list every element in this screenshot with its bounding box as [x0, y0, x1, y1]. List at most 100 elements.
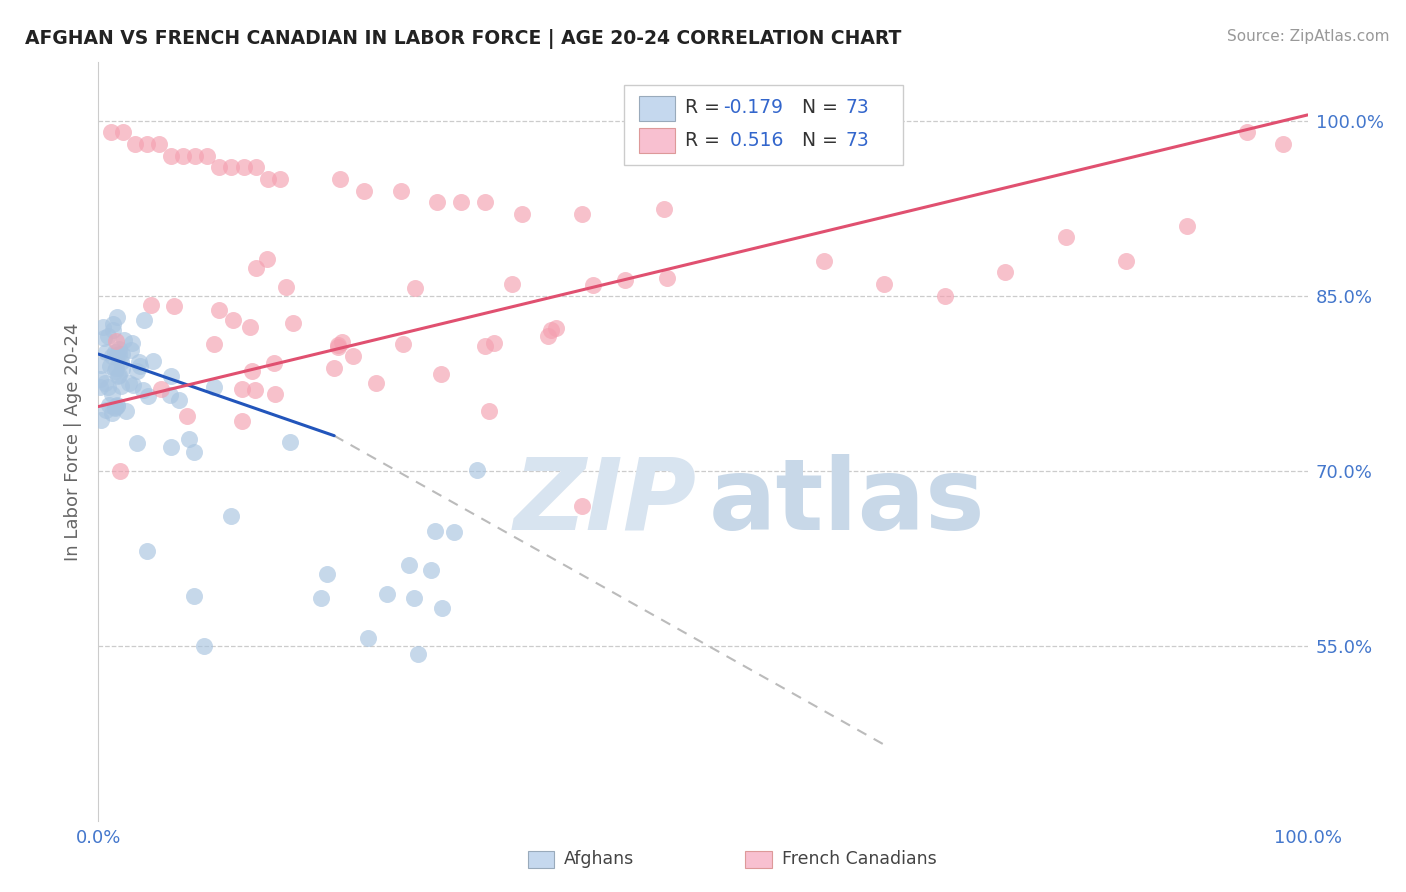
- Point: [172, 149, 194, 163]
- Point: [389, 184, 412, 198]
- Point: [127, 364, 149, 378]
- Text: AFGHAN VS FRENCH CANADIAN IN LABOR FORCE | AGE 20-24 CORRELATION CHART: AFGHAN VS FRENCH CANADIAN IN LABOR FORCE…: [25, 29, 901, 48]
- Point: [430, 367, 453, 381]
- Bar: [527, 851, 554, 868]
- Point: [353, 184, 375, 198]
- Point: [450, 195, 472, 210]
- Point: [398, 558, 420, 572]
- Text: ZIP: ZIP: [515, 454, 697, 550]
- Point: [474, 339, 496, 353]
- Point: [120, 343, 142, 357]
- Text: R =: R =: [685, 131, 725, 150]
- Point: [311, 591, 333, 606]
- Point: [135, 544, 157, 558]
- Point: [420, 562, 443, 576]
- Point: [105, 334, 128, 349]
- Point: [93, 331, 115, 345]
- Point: [160, 369, 183, 384]
- Point: [177, 432, 200, 446]
- Point: [135, 137, 157, 152]
- Point: [115, 404, 138, 418]
- Point: [134, 313, 156, 327]
- Point: [342, 349, 364, 363]
- Point: [90, 413, 112, 427]
- Point: [537, 329, 560, 343]
- Point: [256, 252, 278, 266]
- Point: [1115, 253, 1137, 268]
- Point: [1236, 125, 1258, 139]
- Point: [357, 631, 380, 645]
- Text: 0.516: 0.516: [724, 131, 783, 150]
- Point: [1272, 137, 1295, 152]
- Point: [110, 464, 132, 478]
- Point: [426, 195, 449, 210]
- Point: [103, 363, 125, 377]
- Point: [110, 379, 132, 393]
- Point: [162, 299, 184, 313]
- Text: N =: N =: [790, 98, 844, 118]
- Point: [264, 387, 287, 401]
- Point: [208, 303, 231, 318]
- Point: [316, 567, 339, 582]
- Point: [128, 355, 150, 369]
- Point: [465, 463, 488, 477]
- Bar: [745, 851, 772, 868]
- Point: [326, 340, 349, 354]
- Point: [176, 409, 198, 424]
- Point: [100, 125, 122, 139]
- Point: [97, 398, 120, 412]
- Point: [121, 377, 143, 392]
- Point: [330, 335, 353, 350]
- Point: [425, 524, 447, 538]
- Point: [994, 265, 1017, 279]
- Point: [231, 382, 253, 396]
- Point: [104, 345, 127, 359]
- Point: [97, 329, 120, 343]
- Point: [231, 413, 253, 427]
- Point: [104, 401, 127, 415]
- Bar: [638, 128, 675, 153]
- Point: [131, 383, 153, 397]
- Point: [111, 361, 134, 376]
- Point: [125, 436, 148, 450]
- Point: [104, 360, 127, 375]
- Point: [245, 161, 267, 175]
- Point: [90, 359, 112, 373]
- Text: Afghans: Afghans: [564, 850, 634, 868]
- Point: [195, 149, 218, 163]
- Point: [150, 382, 173, 396]
- Point: [501, 277, 523, 292]
- Text: R =: R =: [685, 98, 725, 118]
- Point: [329, 172, 352, 186]
- Point: [323, 360, 346, 375]
- Point: [873, 277, 896, 291]
- Point: [222, 312, 245, 326]
- Point: [94, 402, 117, 417]
- Point: [1054, 230, 1077, 244]
- Point: [89, 379, 111, 393]
- Point: [510, 207, 533, 221]
- Point: [96, 345, 118, 359]
- Text: Source: ZipAtlas.com: Source: ZipAtlas.com: [1226, 29, 1389, 44]
- Point: [136, 389, 159, 403]
- Point: [101, 323, 124, 337]
- Point: [278, 435, 301, 450]
- Y-axis label: In Labor Force | Age 20-24: In Labor Force | Age 20-24: [63, 322, 82, 561]
- Point: [184, 149, 207, 163]
- Point: [281, 316, 304, 330]
- Point: [101, 349, 124, 363]
- Point: [657, 271, 679, 285]
- Point: [404, 281, 426, 295]
- Point: [1175, 219, 1198, 233]
- Point: [582, 277, 605, 292]
- Text: 73: 73: [845, 131, 869, 150]
- Point: [404, 591, 426, 605]
- Point: [97, 380, 120, 394]
- Point: [571, 207, 593, 221]
- Point: [256, 172, 278, 186]
- Point: [208, 161, 231, 175]
- Point: [443, 524, 465, 539]
- Point: [934, 289, 956, 303]
- Point: [101, 386, 124, 401]
- Point: [219, 508, 242, 523]
